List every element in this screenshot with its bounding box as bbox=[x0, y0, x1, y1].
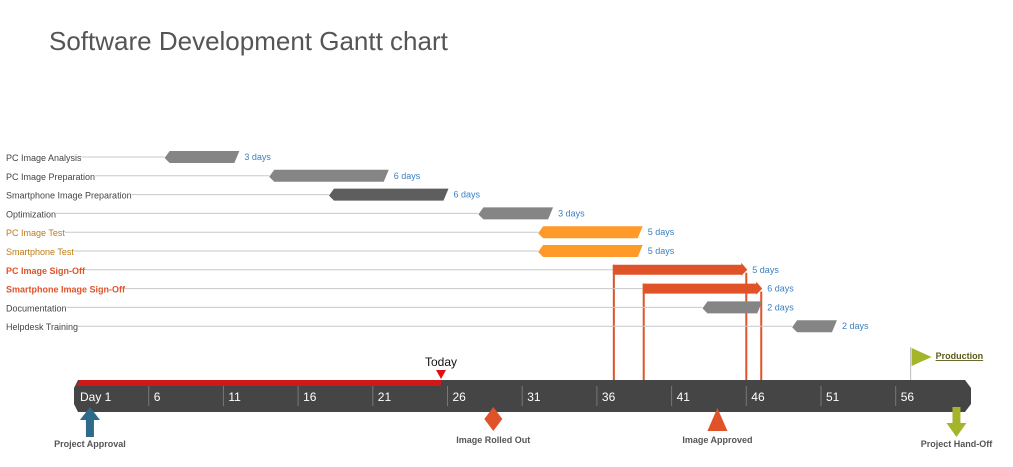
milestone-label: Image Rolled Out bbox=[456, 435, 530, 445]
duration-label: 6 days bbox=[454, 190, 481, 200]
arrow-up-icon bbox=[79, 407, 100, 437]
tick-label: 6 bbox=[154, 390, 161, 404]
task-bar-arrow bbox=[642, 281, 763, 295]
task-label: Smartphone Image Preparation bbox=[6, 191, 132, 201]
tick-label: 11 bbox=[228, 390, 241, 404]
tick-label: 51 bbox=[826, 390, 840, 404]
task-label: PC Image Preparation bbox=[6, 172, 95, 182]
task-label: Helpdesk Training bbox=[6, 322, 78, 332]
milestone-label: Project Hand-Off bbox=[921, 439, 994, 449]
duration-label: 2 days bbox=[842, 321, 869, 331]
task-label: Smartphone Test bbox=[6, 247, 74, 257]
task-label: Documentation bbox=[6, 303, 67, 313]
today-marker bbox=[436, 370, 447, 379]
duration-label: 3 days bbox=[558, 208, 585, 218]
tick-label: 36 bbox=[602, 390, 616, 404]
tick-label: 21 bbox=[378, 390, 392, 404]
milestone-label: Image Approved bbox=[682, 435, 752, 445]
task-bar bbox=[792, 320, 837, 333]
tick-label: 56 bbox=[901, 390, 915, 404]
task-label: PC Image Sign-Off bbox=[6, 266, 86, 276]
task-bar-arrow bbox=[612, 262, 748, 276]
triangle-icon bbox=[707, 408, 728, 431]
chart-title: Software Development Gantt chart bbox=[49, 26, 448, 56]
tick-label: 41 bbox=[677, 390, 691, 404]
task-bar bbox=[269, 169, 389, 182]
duration-label: 6 days bbox=[767, 284, 794, 294]
task-bar bbox=[328, 188, 449, 201]
diamond-icon bbox=[484, 407, 503, 431]
duration-label: 5 days bbox=[752, 265, 779, 275]
duration-label: 6 days bbox=[394, 171, 421, 181]
task-label: Smartphone Image Sign-Off bbox=[6, 285, 126, 295]
task-bar bbox=[538, 226, 643, 239]
tick-label: 31 bbox=[527, 390, 541, 404]
task-bar bbox=[478, 207, 554, 220]
task-bar bbox=[702, 301, 763, 314]
today-label: Today bbox=[425, 355, 457, 369]
progress-bar bbox=[76, 380, 442, 386]
milestone-label: Production bbox=[936, 351, 984, 361]
task-label: PC Image Test bbox=[6, 228, 65, 238]
duration-label: 3 days bbox=[244, 152, 271, 162]
duration-label: 2 days bbox=[767, 302, 794, 312]
tick-label: Day 1 bbox=[80, 390, 112, 404]
arrow-down-icon bbox=[946, 407, 967, 437]
tick-label: 46 bbox=[751, 390, 765, 404]
duration-label: 5 days bbox=[648, 227, 675, 237]
duration-label: 5 days bbox=[648, 246, 675, 256]
task-label: Optimization bbox=[6, 209, 56, 219]
milestone-label: Project Approval bbox=[54, 439, 126, 449]
tick-label: 16 bbox=[303, 390, 317, 404]
tick-label: 26 bbox=[453, 390, 467, 404]
task-bar bbox=[164, 151, 240, 163]
flag-icon bbox=[911, 348, 932, 366]
task-bar bbox=[538, 245, 643, 257]
task-label: PC Image Analysis bbox=[6, 153, 82, 163]
